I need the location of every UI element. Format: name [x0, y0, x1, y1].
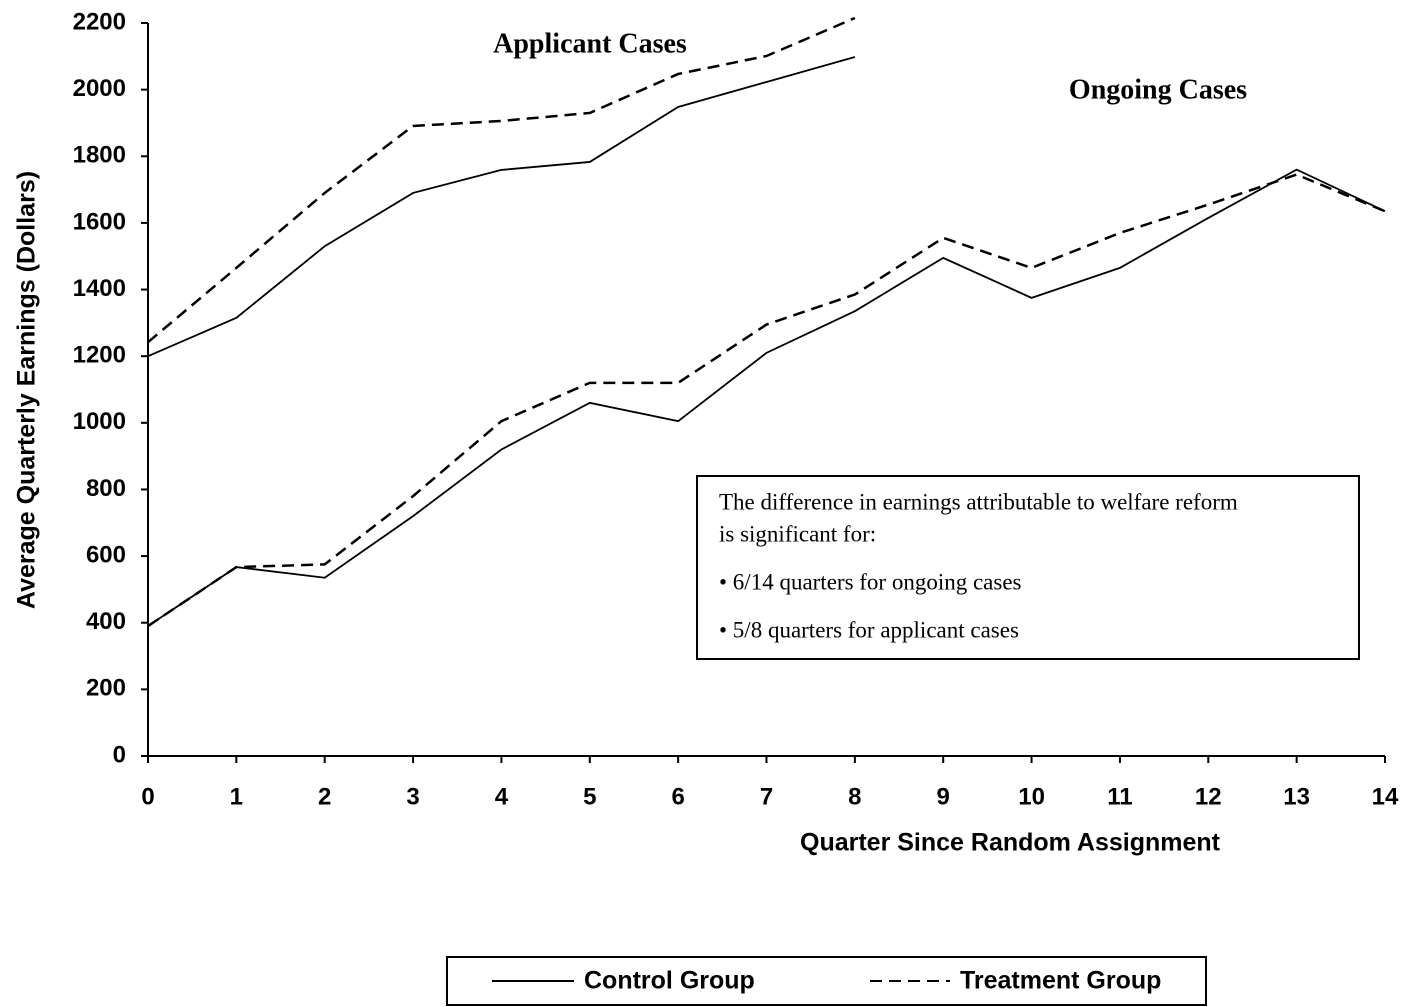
x-tick-label: 13 — [1283, 783, 1310, 810]
y-tick-label: 0 — [113, 741, 126, 768]
y-tick-label: 200 — [86, 675, 126, 702]
x-tick-label: 1 — [230, 783, 243, 810]
y-tick-label: 1400 — [73, 275, 126, 302]
x-tick-label: 8 — [848, 783, 861, 810]
x-tick-label: 3 — [406, 783, 419, 810]
x-tick-label: 12 — [1195, 783, 1222, 810]
y-tick-label: 600 — [86, 541, 126, 568]
x-tick-label: 5 — [583, 783, 596, 810]
x-axis-label: Quarter Since Random Assignment — [800, 829, 1221, 857]
legend-label: Treatment Group — [960, 967, 1161, 995]
x-tick-label: 14 — [1372, 783, 1399, 810]
y-tick-label: 1000 — [73, 408, 126, 435]
x-tick-label: 6 — [671, 783, 684, 810]
x-tick-label: 7 — [760, 783, 773, 810]
series-line — [147, 173, 1386, 628]
note-text: • 6/14 quarters for ongoing cases — [719, 569, 1022, 594]
group-label: Ongoing Cases — [1069, 74, 1247, 105]
y-tick-label: 400 — [86, 608, 126, 635]
x-tick-label: 4 — [495, 783, 509, 810]
series-line — [147, 56, 856, 358]
legend-label: Control Group — [584, 967, 755, 995]
x-tick-label: 11 — [1107, 783, 1132, 810]
x-tick-label: 10 — [1018, 783, 1045, 810]
group-label: Applicant Cases — [493, 28, 687, 59]
y-tick-label: 1200 — [73, 342, 126, 369]
x-tick-label: 9 — [937, 783, 950, 810]
series-line — [147, 168, 1386, 627]
y-axis-label: Average Quarterly Earnings (Dollars) — [13, 171, 41, 609]
x-tick-label: 0 — [141, 783, 154, 810]
x-tick-label: 2 — [318, 783, 331, 810]
note-text: The difference in earnings attributable … — [719, 489, 1238, 514]
note-text: is significant for: — [719, 521, 876, 546]
y-tick-label: 2000 — [73, 75, 126, 102]
y-tick-label: 800 — [86, 475, 126, 502]
y-tick-label: 1600 — [73, 208, 126, 235]
series-line — [147, 16, 856, 344]
note-text: • 5/8 quarters for applicant cases — [719, 617, 1019, 642]
y-tick-label: 2200 — [73, 8, 126, 35]
y-tick-label: 1800 — [73, 142, 126, 169]
note-box — [696, 475, 1360, 660]
